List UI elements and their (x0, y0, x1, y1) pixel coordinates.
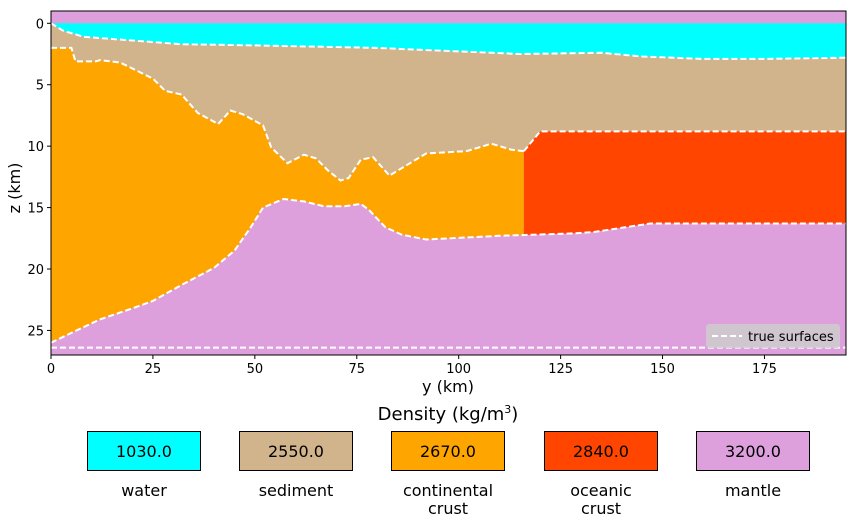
density-swatch-oceanic: 2840.0 (544, 431, 658, 471)
layer-label-oceanic: oceanic crust (570, 481, 632, 518)
plot-frame (50, 10, 847, 356)
legend: true surfaces (706, 324, 840, 348)
y-tick-label: 0 (36, 17, 44, 32)
continental-crust-region (51, 47, 524, 343)
sediment-region (51, 23, 846, 181)
x-tick-label: 25 (145, 362, 162, 377)
y-tick-label: 5 (36, 79, 44, 94)
layer-label-water: water (121, 481, 167, 500)
density-model-chart: 0 25 50 75 100 125 150 175 0 5 10 15 20 25 y (km) z … (5, 10, 847, 396)
density-swatch-sediment: 2550.0 (239, 431, 353, 471)
density-swatch-continental: 2670.0 (391, 431, 505, 471)
legend-label: true surfaces (748, 330, 834, 345)
moho-surface (50, 197, 846, 344)
x-tick-label: 125 (548, 362, 573, 377)
layer-label-mantle: mantle (724, 481, 782, 500)
layer-label-continental: continental crust (402, 481, 494, 518)
y-tick-label: 25 (27, 324, 44, 339)
x-tick-label: 100 (446, 362, 471, 377)
density-swatch-water: 1030.0 (87, 431, 201, 471)
legend-box (706, 324, 840, 348)
x-tick-label: 50 (247, 362, 264, 377)
x-tick-label: 0 (47, 362, 55, 377)
y-tick-label: 20 (27, 263, 44, 278)
y-axis-label: z (km) (5, 163, 24, 214)
y-axis-ticks: 0 5 10 15 20 25 (27, 17, 51, 339)
oceanic-crust-region (523, 131, 846, 235)
oceanic-top-surface (523, 130, 846, 152)
x-axis-label: y (km) (422, 377, 474, 396)
x-tick-label: 75 (348, 362, 365, 377)
water-region (51, 23, 846, 59)
plot-layers (51, 11, 846, 355)
density-swatch-mantle: 3200.0 (696, 431, 810, 471)
x-tick-label: 175 (752, 362, 777, 377)
layer-label-sediment: sediment (258, 481, 334, 500)
x-axis-ticks: 0 25 50 75 100 125 150 175 (47, 355, 777, 377)
water-bottom-surface (50, 22, 847, 60)
y-tick-label: 15 (27, 202, 44, 217)
sediment-bottom-surface (51, 46, 525, 182)
x-tick-label: 150 (650, 362, 675, 377)
y-tick-label: 10 (27, 140, 44, 155)
colorbar-title: Density (kg/m3) (377, 403, 519, 425)
